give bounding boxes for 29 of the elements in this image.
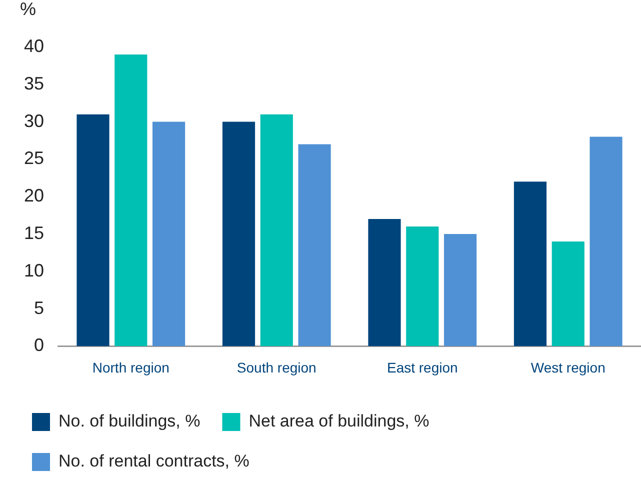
bar <box>114 54 148 346</box>
y-tick-label: 20 <box>24 186 44 206</box>
bar <box>76 114 110 346</box>
bar <box>590 136 622 346</box>
x-tick-label: North region <box>92 359 170 376</box>
bar <box>444 234 477 346</box>
bar <box>298 144 331 346</box>
y-tick-label: 30 <box>24 110 44 131</box>
bar <box>222 122 256 346</box>
bar <box>368 219 401 346</box>
y-tick-label: 0 <box>34 335 44 356</box>
y-tick-label: 15 <box>24 222 44 243</box>
y-axis-title: % <box>20 0 36 19</box>
legend-label: Net area of buildings, % <box>248 412 430 431</box>
x-tick-label: West region <box>530 359 606 376</box>
y-tick-label: 35 <box>24 73 44 94</box>
x-tick-label: South region <box>236 359 316 376</box>
y-tick-label: 25 <box>24 148 44 168</box>
bar <box>406 226 439 346</box>
bar <box>260 114 293 346</box>
y-tick-label: 5 <box>34 298 44 318</box>
legend-label: No. of rental contracts, % <box>58 452 250 471</box>
bar <box>514 182 547 346</box>
bar <box>552 241 584 346</box>
y-tick-label: 40 <box>24 36 44 56</box>
bar <box>152 122 186 346</box>
legend-label: No. of buildings, % <box>58 412 200 431</box>
y-tick-label: 10 <box>24 260 44 280</box>
x-tick-label: East region <box>386 359 458 376</box>
